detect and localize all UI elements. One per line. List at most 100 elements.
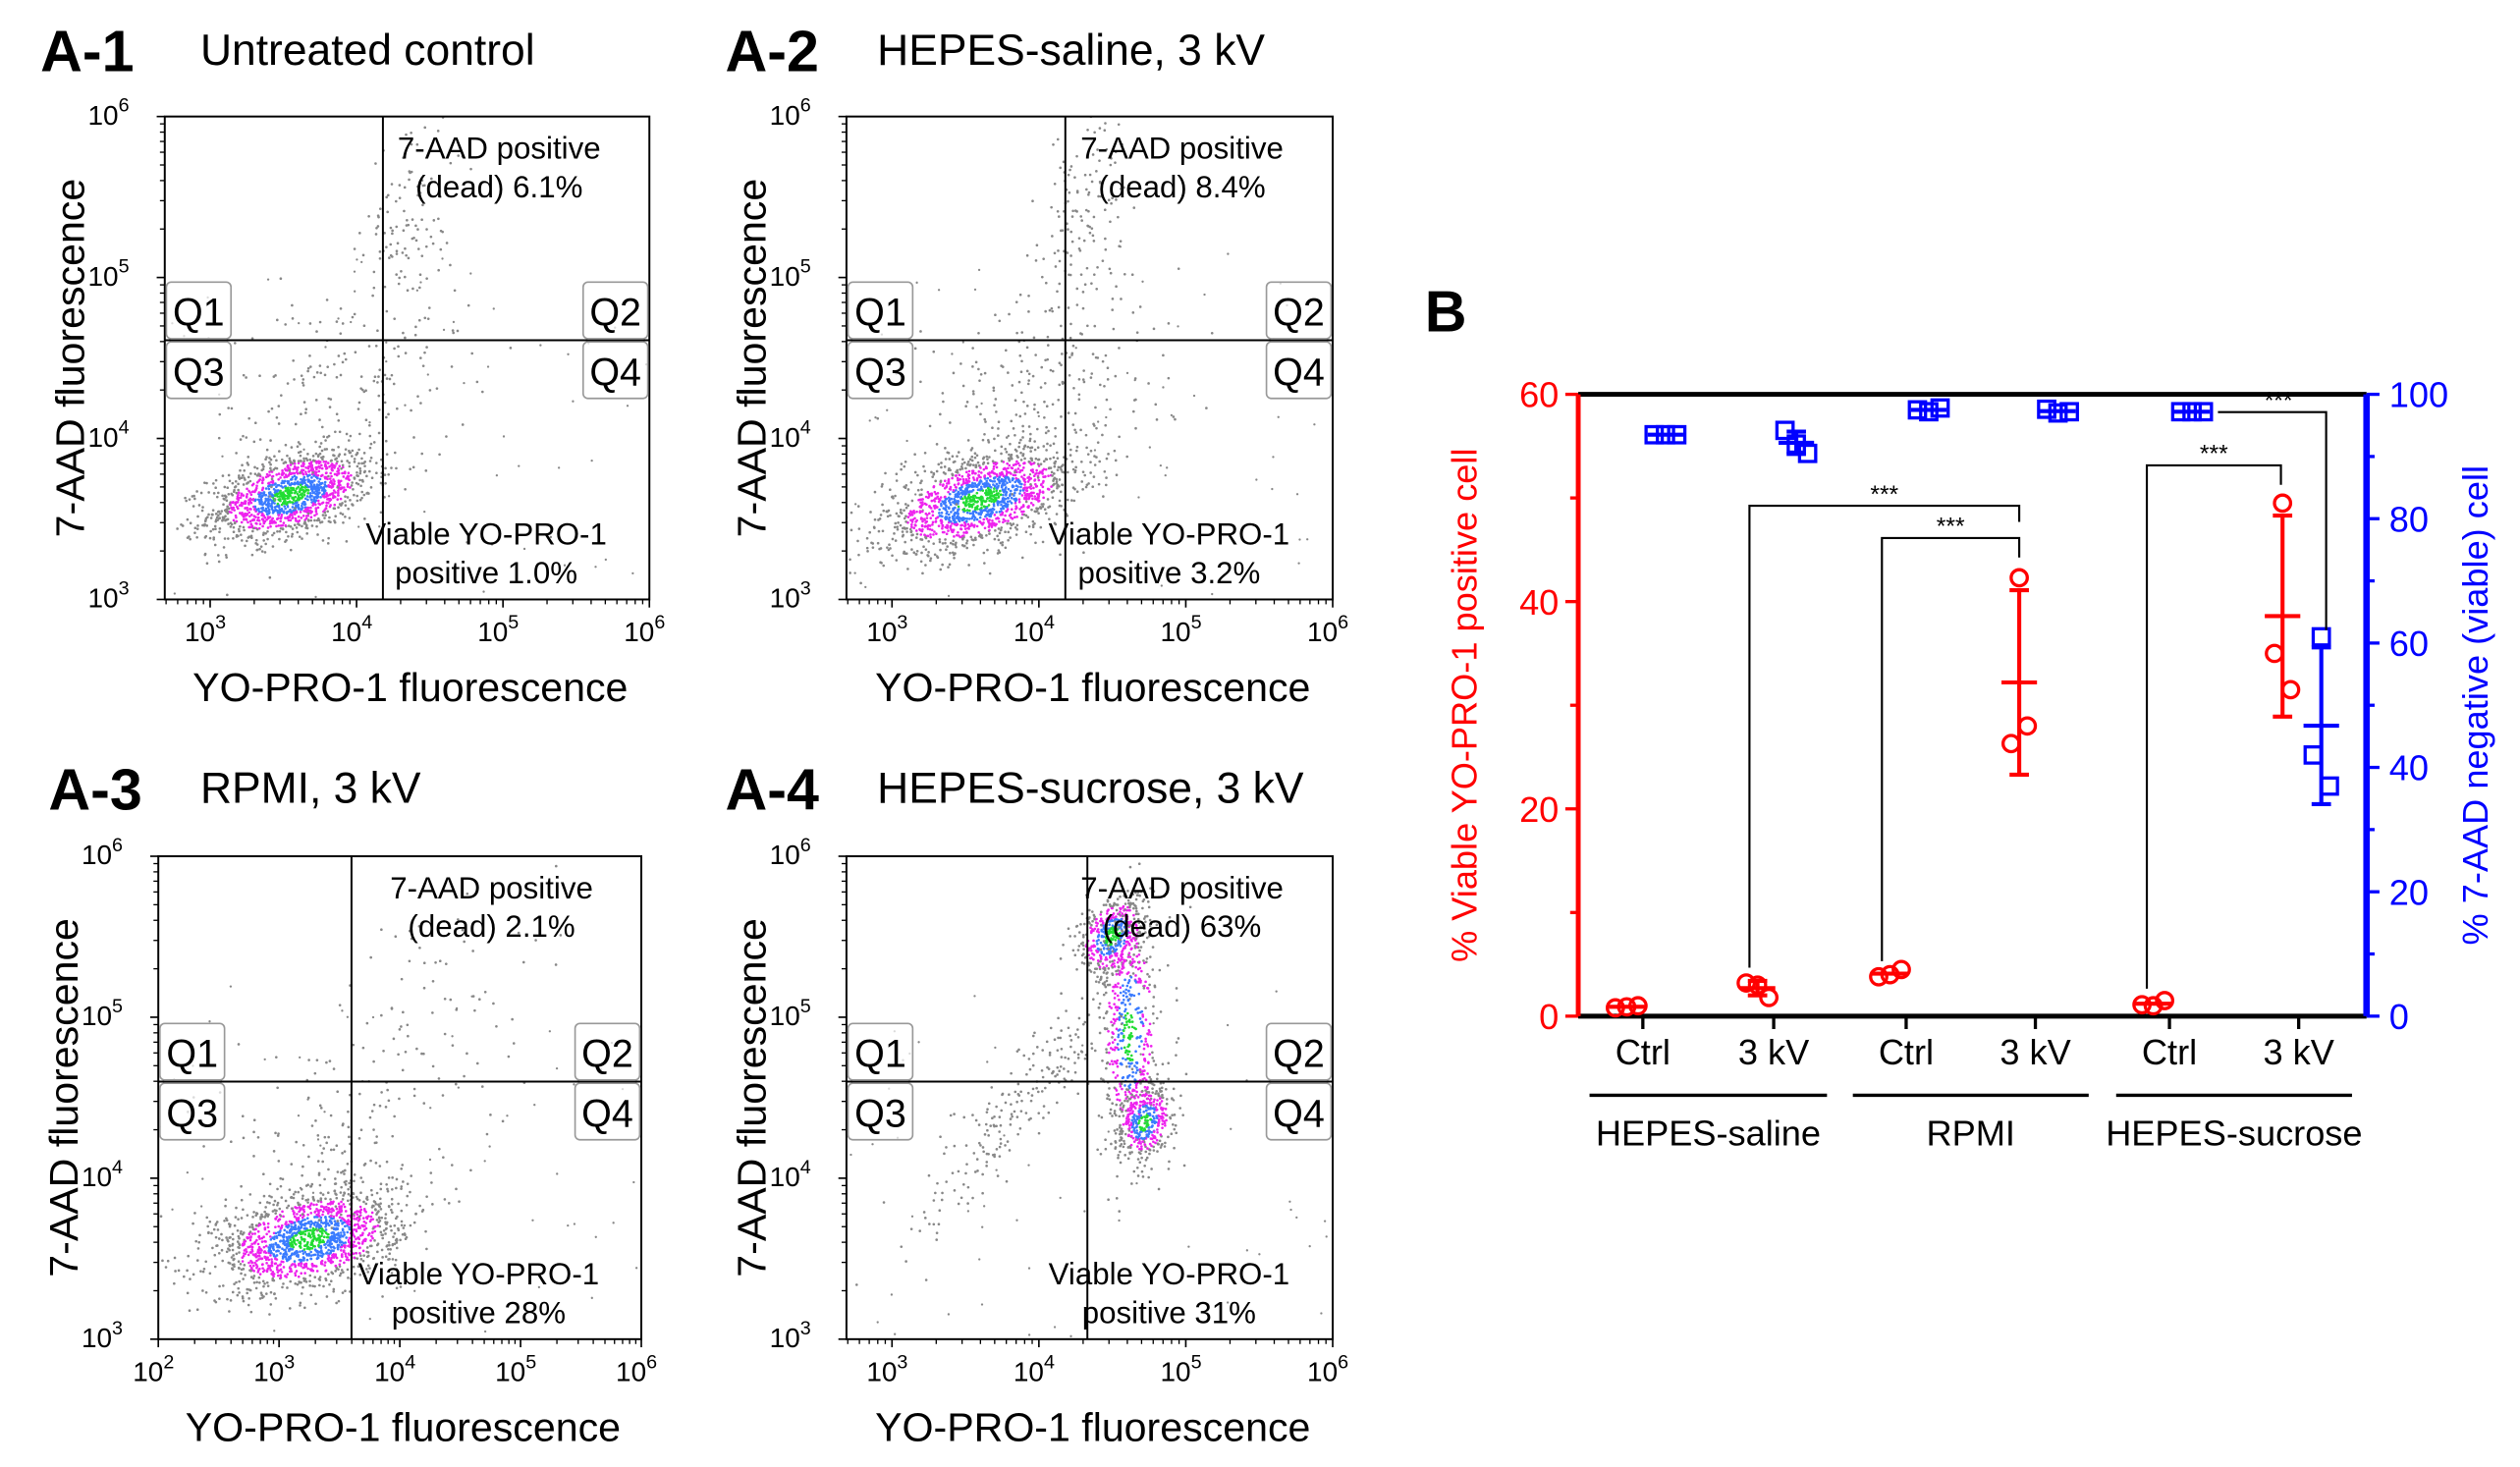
event-dot: [390, 1208, 393, 1212]
event-dot: [287, 1204, 291, 1208]
event-dot: [238, 1236, 241, 1240]
event-dot: [339, 1219, 343, 1222]
event-dot: [1071, 486, 1075, 490]
event-dot: [1277, 415, 1280, 418]
event-dot: [203, 553, 207, 557]
event-dot: [1041, 540, 1045, 544]
event-dot: [238, 1242, 241, 1246]
event-dot: [367, 492, 370, 495]
event-dot: [1104, 483, 1108, 487]
event-dot: [634, 1267, 638, 1270]
event-dot: [333, 507, 337, 511]
tick-exponent: 5: [800, 256, 811, 278]
event-dot: [300, 1235, 303, 1239]
event-dot: [1095, 426, 1098, 430]
event-dot: [267, 502, 271, 506]
event-dot: [309, 487, 313, 491]
event-dot: [378, 250, 382, 253]
event-dot: [247, 536, 250, 539]
event-dot: [335, 457, 339, 461]
event-dot: [964, 470, 968, 474]
event-dot: [380, 1216, 384, 1220]
event-dot: [348, 1236, 352, 1240]
event-dot: [868, 419, 871, 422]
event-dot: [941, 530, 945, 534]
event-dot: [316, 1256, 320, 1260]
event-dot: [966, 522, 970, 526]
event-dot: [310, 1263, 314, 1267]
event-dot: [339, 1191, 343, 1194]
event-dot: [329, 1237, 332, 1241]
event-dot: [952, 539, 955, 543]
event-dot: [969, 449, 973, 452]
event-dot: [1141, 280, 1144, 283]
event-dot: [332, 1287, 336, 1291]
event-dot: [316, 533, 319, 536]
event-dot: [260, 481, 264, 485]
event-dot: [290, 1196, 293, 1199]
event-dot: [390, 1228, 393, 1232]
event-dot: [379, 511, 383, 515]
event-dot: [977, 367, 980, 371]
event-dot: [1025, 405, 1029, 408]
event-dot: [264, 493, 268, 497]
event-dot: [379, 1208, 383, 1211]
event-dot: [337, 418, 341, 422]
event-dot: [922, 545, 925, 549]
event-dot: [186, 536, 190, 540]
event-dot: [329, 479, 333, 483]
event-dot: [1022, 473, 1026, 477]
event-dot: [1123, 272, 1126, 276]
event-dot: [1054, 522, 1058, 526]
event-dot: [904, 552, 907, 556]
event-dot: [192, 1273, 195, 1277]
event-dot: [222, 516, 226, 519]
tick-exponent: 5: [508, 612, 519, 633]
event-dot: [910, 499, 914, 503]
event-dot: [295, 490, 298, 494]
event-dot: [1019, 438, 1022, 442]
event-dot: [306, 1213, 309, 1217]
event-dot: [1056, 468, 1060, 471]
event-dot: [301, 381, 304, 385]
event-dot: [223, 485, 227, 489]
event-dot: [235, 1280, 238, 1284]
event-dot: [1019, 370, 1023, 374]
event-dot: [301, 1173, 303, 1177]
event-dot: [427, 306, 431, 309]
event-dot: [279, 524, 283, 527]
event-dot: [1051, 403, 1055, 407]
event-dot: [975, 517, 979, 521]
event-dot: [192, 1222, 194, 1225]
event-dot: [224, 553, 228, 557]
event-dot: [1028, 472, 1032, 476]
event-dot: [294, 422, 298, 426]
event-dot: [322, 492, 326, 495]
event-dot: [979, 471, 983, 474]
event-dot: [249, 508, 252, 511]
y-tick-label: 103: [88, 578, 130, 614]
event-dot: [909, 530, 913, 534]
event-dot: [1050, 485, 1053, 488]
event-dot: [1066, 222, 1068, 226]
event-dot: [271, 511, 275, 515]
event-dot: [924, 521, 927, 524]
event-dot: [409, 467, 411, 471]
event-dot: [314, 489, 318, 493]
event-dot: [264, 542, 267, 546]
event-dot: [1053, 251, 1057, 255]
event-dot: [1003, 490, 1006, 494]
event-dot: [386, 193, 390, 197]
event-dot: [612, 1222, 615, 1224]
event-dot: [1013, 525, 1017, 529]
event-dot: [306, 1267, 309, 1271]
event-dot: [284, 443, 288, 447]
event-dot: [373, 375, 377, 379]
event-dot: [1027, 460, 1031, 463]
event-dot: [952, 507, 956, 511]
event-dot: [338, 430, 342, 434]
event-dot: [260, 488, 264, 492]
event-dot: [956, 476, 959, 480]
event-dot: [276, 1220, 280, 1222]
